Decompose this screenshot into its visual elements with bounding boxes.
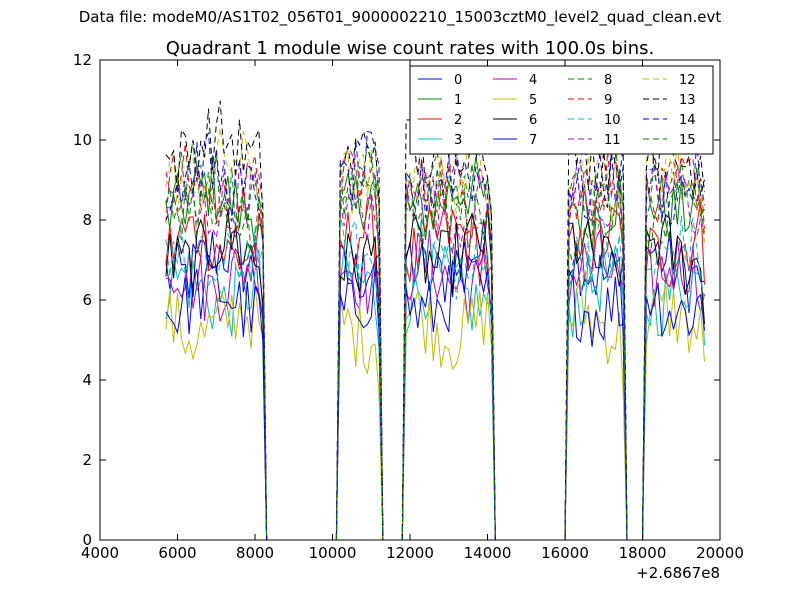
legend-box [409, 65, 714, 155]
legend-label-4: 4 [529, 73, 537, 88]
legend-label-13: 13 [679, 93, 696, 108]
figure-suptitle: Data file: modeM0/AS1T02_056T01_90000022… [78, 8, 722, 26]
series-line-13 [165, 100, 705, 541]
legend-label-11: 11 [604, 133, 621, 148]
x-tick-label: 10000 [309, 544, 357, 562]
y-tick-label: 4 [82, 371, 92, 389]
legend-label-7: 7 [529, 133, 537, 148]
plot-lines [165, 100, 705, 541]
legend-label-9: 9 [604, 93, 612, 108]
y-tick-label: 10 [73, 131, 92, 149]
axes-ticks: 4000 6000 8000 10000 12000 14000 16000 18000 200… [73, 51, 744, 562]
legend-label-1: 1 [454, 93, 462, 108]
legend-label-15: 15 [679, 133, 696, 148]
x-tick-label: 8000 [236, 544, 274, 562]
x-tick-label: 14000 [464, 544, 512, 562]
x-tick-label: 4000 [81, 544, 119, 562]
legend-label-12: 12 [679, 73, 696, 88]
legend-label-0: 0 [454, 73, 462, 88]
legend-label-3: 3 [454, 133, 462, 148]
x-tick-label: 20000 [696, 544, 744, 562]
series-line-9 [165, 143, 705, 541]
legend-label-10: 10 [604, 113, 621, 128]
x-tick-label: 12000 [386, 544, 434, 562]
x-tick-label: 16000 [541, 544, 589, 562]
legend-label-5: 5 [529, 93, 537, 108]
legend-label-2: 2 [454, 113, 462, 128]
y-tick-label: 12 [73, 51, 92, 69]
legend-label-6: 6 [529, 113, 537, 128]
y-tick-label: 2 [82, 451, 92, 469]
series-line-14 [165, 130, 705, 541]
y-tick-label: 8 [82, 211, 92, 229]
x-tick-label: 6000 [158, 544, 196, 562]
x-tick-label: 18000 [619, 544, 667, 562]
series-line-12 [165, 127, 705, 541]
legend-label-8: 8 [604, 73, 612, 88]
x-offset-label: +2.6867e8 [636, 564, 720, 582]
series-line-8 [165, 139, 705, 541]
chart-title: Quadrant 1 module wise count rates with … [166, 38, 655, 59]
axes-frame [99, 59, 721, 541]
y-tick-label: 6 [82, 291, 92, 309]
y-tick-label: 0 [82, 531, 92, 549]
legend-label-14: 14 [679, 113, 696, 128]
